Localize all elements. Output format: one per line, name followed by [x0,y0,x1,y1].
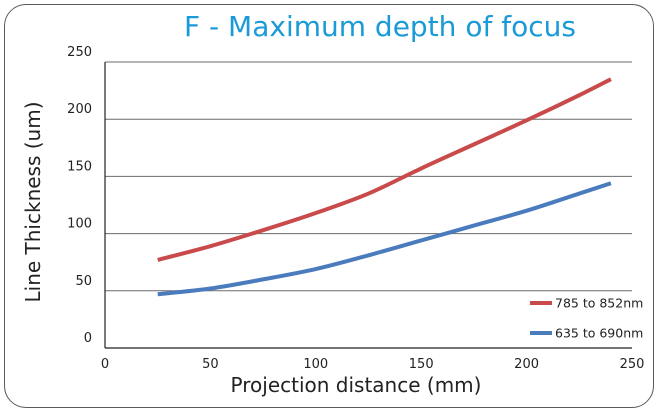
legend: 785 to 852nm 635 to 690nm [530,296,643,341]
y-tick-label: 100 [67,217,92,232]
axes [104,62,632,349]
series-line-0 [157,77,612,262]
x-tick-label: 0 [101,357,109,372]
x-tick-label: 100 [303,357,328,372]
x-tick-label: 250 [620,357,645,372]
chart-title: F - Maximum depth of focus [184,10,576,43]
legend-label-1: 635 to 690nm [555,326,643,341]
y-tick-label: 250 [67,45,92,60]
series-lines [157,77,612,297]
series-line-1 [157,181,612,297]
x-tick-label: 200 [514,357,539,372]
y-axis-label: Line Thickness (um) [21,101,45,302]
y-tick-label: 200 [67,102,92,117]
y-tick-label: 50 [75,274,92,289]
x-tick-labels: 0 50 100 150 200 250 [101,357,645,372]
y-tick-labels: 0 50 100 150 200 250 [67,45,92,346]
x-axis-label: Projection distance (mm) [231,373,482,397]
x-tick-label: 150 [409,357,434,372]
gridlines [105,61,632,292]
x-tick-label: 50 [202,357,219,372]
y-tick-label: 0 [84,331,92,346]
y-tick-label: 150 [67,159,92,174]
legend-label-0: 785 to 852nm [555,296,643,311]
